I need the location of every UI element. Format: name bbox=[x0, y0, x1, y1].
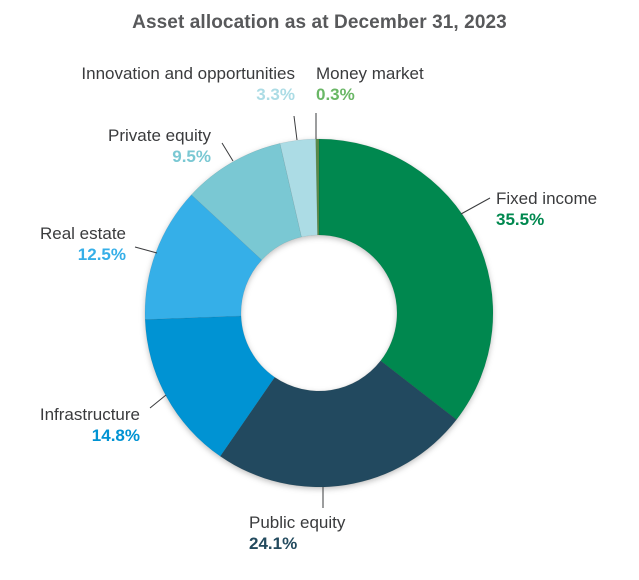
label-name: Money market bbox=[316, 64, 424, 83]
label-innovation: Innovation and opportunities 3.3% bbox=[81, 63, 295, 105]
slice-infrastructure bbox=[144, 315, 276, 457]
label-name: Infrastructure bbox=[39, 405, 140, 424]
label-money-market: Money market 0.3% bbox=[316, 63, 424, 105]
leader-line-private-equity bbox=[221, 142, 234, 162]
label-real-estate: Real estate 12.5% bbox=[40, 223, 126, 265]
leader-lines bbox=[134, 113, 491, 508]
label-infrastructure: Infrastructure 14.8% bbox=[40, 404, 140, 446]
label-percent: 0.3% bbox=[316, 85, 355, 104]
leader-line-infrastructure bbox=[149, 394, 167, 409]
slice-fixed-income bbox=[318, 138, 494, 420]
slice-money-market bbox=[315, 138, 320, 236]
label-percent: 14.8% bbox=[91, 426, 140, 445]
donut-slices bbox=[144, 138, 494, 488]
label-name: Innovation and opportunities bbox=[81, 64, 295, 83]
leader-line-fixed-income bbox=[460, 197, 491, 215]
label-percent: 3.3% bbox=[256, 85, 295, 104]
label-percent: 9.5% bbox=[172, 147, 211, 166]
chart-title: Asset allocation as at December 31, 2023 bbox=[132, 12, 507, 33]
label-name: Public equity bbox=[249, 513, 346, 532]
label-percent: 24.1% bbox=[249, 534, 298, 553]
leader-line-real-estate bbox=[134, 246, 158, 254]
label-private-equity: Private equity 9.5% bbox=[108, 125, 211, 167]
label-fixed-income: Fixed income 35.5% bbox=[496, 188, 597, 230]
label-name: Real estate bbox=[40, 224, 126, 243]
slice-public-equity bbox=[219, 360, 457, 488]
label-percent: 35.5% bbox=[496, 210, 545, 229]
label-public-equity: Public equity 24.1% bbox=[249, 512, 345, 554]
label-percent: 12.5% bbox=[77, 245, 126, 264]
label-name: Private equity bbox=[108, 126, 211, 145]
label-name: Fixed income bbox=[496, 189, 598, 208]
leader-line-innovation bbox=[293, 115, 298, 141]
